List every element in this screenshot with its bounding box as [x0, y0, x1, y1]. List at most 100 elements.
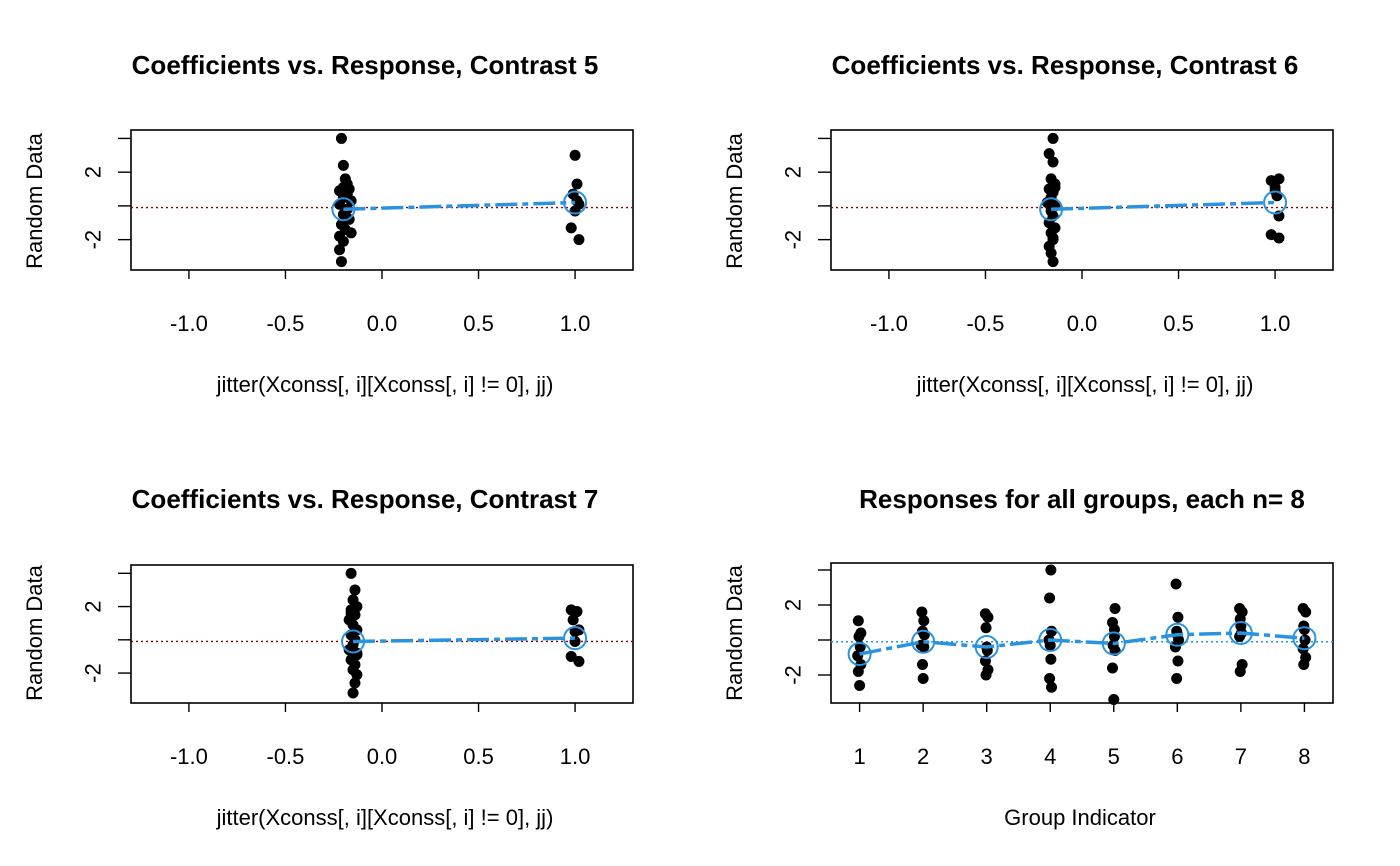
data-point: [569, 626, 581, 638]
mean-marker: [563, 190, 588, 215]
data-point: [1172, 655, 1184, 667]
x-tick-label: 0.5: [463, 311, 494, 336]
data-point: [1047, 256, 1059, 268]
data-point: [1045, 681, 1057, 693]
mean-marker: [1038, 628, 1063, 652]
data-point: [1171, 673, 1183, 684]
data-point: [335, 256, 347, 268]
x-tick-label: 0.0: [1067, 311, 1098, 336]
data-point: [1234, 666, 1246, 677]
data-point: [1045, 564, 1057, 576]
plot-area: -1.0 -0.5 0.0 0.5 1.0 -2 2: [81, 129, 634, 336]
data-point: [1047, 132, 1059, 144]
data-point: [351, 669, 363, 681]
data-point: [917, 659, 929, 670]
x-tick-label: 8: [1298, 744, 1310, 769]
data-point: [347, 687, 359, 699]
mean-marker: [1039, 197, 1064, 222]
data-point: [1298, 624, 1310, 635]
x-tick-label: -0.5: [267, 311, 305, 336]
data-point: [341, 185, 353, 197]
x-tick-label: 0.5: [463, 744, 494, 769]
data-point: [1273, 232, 1285, 244]
plot-frame: [830, 562, 1334, 704]
x-tick-label: 0.5: [1163, 311, 1194, 336]
y-tick-label: 2: [81, 600, 106, 612]
x-tick-label: -0.5: [967, 311, 1005, 336]
data-point: [345, 607, 357, 619]
x-tick-label: -0.5: [267, 744, 305, 769]
plot-frame: [130, 129, 634, 271]
chart-title: Coefficients vs. Response, Contrast 5: [131, 50, 599, 80]
mean-marker: [563, 626, 588, 651]
data-point: [1044, 592, 1056, 604]
data-point: [1049, 181, 1061, 193]
x-tick-label: 1.0: [1260, 311, 1291, 336]
y-tick-label: -2: [81, 230, 106, 250]
y-tick-label: 2: [781, 599, 806, 611]
data-point: [345, 227, 357, 239]
data-point: [573, 655, 585, 667]
data-point: [1109, 603, 1121, 614]
data-point: [1107, 662, 1119, 674]
plot-frame: [130, 564, 634, 704]
x-tick-label: 3: [981, 744, 993, 769]
y-tick-label: 2: [781, 166, 806, 178]
mean-marker: [911, 629, 936, 654]
mean-marker: [341, 629, 366, 654]
x-tick-label: 1: [853, 744, 865, 769]
data-point: [852, 666, 864, 677]
mean-line: [343, 200, 576, 212]
data-point: [569, 149, 581, 161]
x-tick-label: -1.0: [170, 311, 208, 336]
data-point: [349, 677, 361, 689]
data-point: [918, 615, 930, 627]
mean-marker: [974, 635, 999, 659]
plot-area: -1.0 -0.5 0.0 0.5 1.0 -2 2: [81, 564, 634, 769]
x-tick-label: 1.0: [560, 744, 591, 769]
data-point: [1170, 578, 1182, 590]
mean-marker: [1292, 626, 1317, 651]
data-point: [571, 606, 583, 618]
x-tick-label: 6: [1171, 744, 1183, 769]
data-point: [853, 631, 865, 642]
x-tick-label: 2: [917, 744, 929, 769]
plot-frame: [830, 129, 1334, 271]
x-tick-label: 1.0: [560, 311, 591, 336]
x-tick-label: 7: [1235, 744, 1247, 769]
x-axis-label: jitter(Xconss[, i][Xconss[, i] != 0], jj…: [916, 372, 1254, 397]
data-point: [982, 611, 994, 623]
data-point: [1273, 173, 1285, 185]
data-point: [565, 222, 577, 234]
data-point: [1300, 606, 1312, 618]
data-point: [1047, 232, 1059, 244]
x-axis-label: jitter(Xconss[, i][Xconss[, i] != 0], jj…: [216, 372, 554, 397]
chart-title: Responses for all groups, each n= 8: [859, 484, 1305, 514]
data-point: [1108, 694, 1120, 705]
mean-marker: [1263, 190, 1288, 215]
mean-marker: [1228, 621, 1253, 645]
data-point: [852, 615, 864, 627]
x-tick-label: 4: [1044, 744, 1056, 769]
data-point: [980, 622, 992, 634]
data-point: [345, 567, 357, 579]
data-point: [980, 669, 992, 681]
data-point: [567, 614, 579, 626]
chart-title: Coefficients vs. Response, Contrast 6: [831, 50, 1299, 80]
data-point: [573, 234, 585, 246]
x-axis-label: Group Indicator: [1004, 805, 1156, 830]
data-point: [571, 178, 583, 190]
data-point: [1172, 611, 1184, 623]
mean-marker: [1101, 631, 1126, 656]
x-tick-label: 0.0: [367, 744, 398, 769]
x-tick-label: 0.0: [367, 311, 398, 336]
data-point: [334, 244, 346, 256]
y-tick-label: -2: [781, 230, 806, 250]
x-tick-label: 5: [1108, 744, 1120, 769]
y-tick-label: -2: [81, 663, 106, 683]
data-point: [854, 680, 866, 691]
data-point: [918, 641, 930, 653]
y-tick-label: -2: [781, 665, 806, 685]
data-point: [1043, 148, 1055, 160]
data-point: [569, 205, 581, 217]
